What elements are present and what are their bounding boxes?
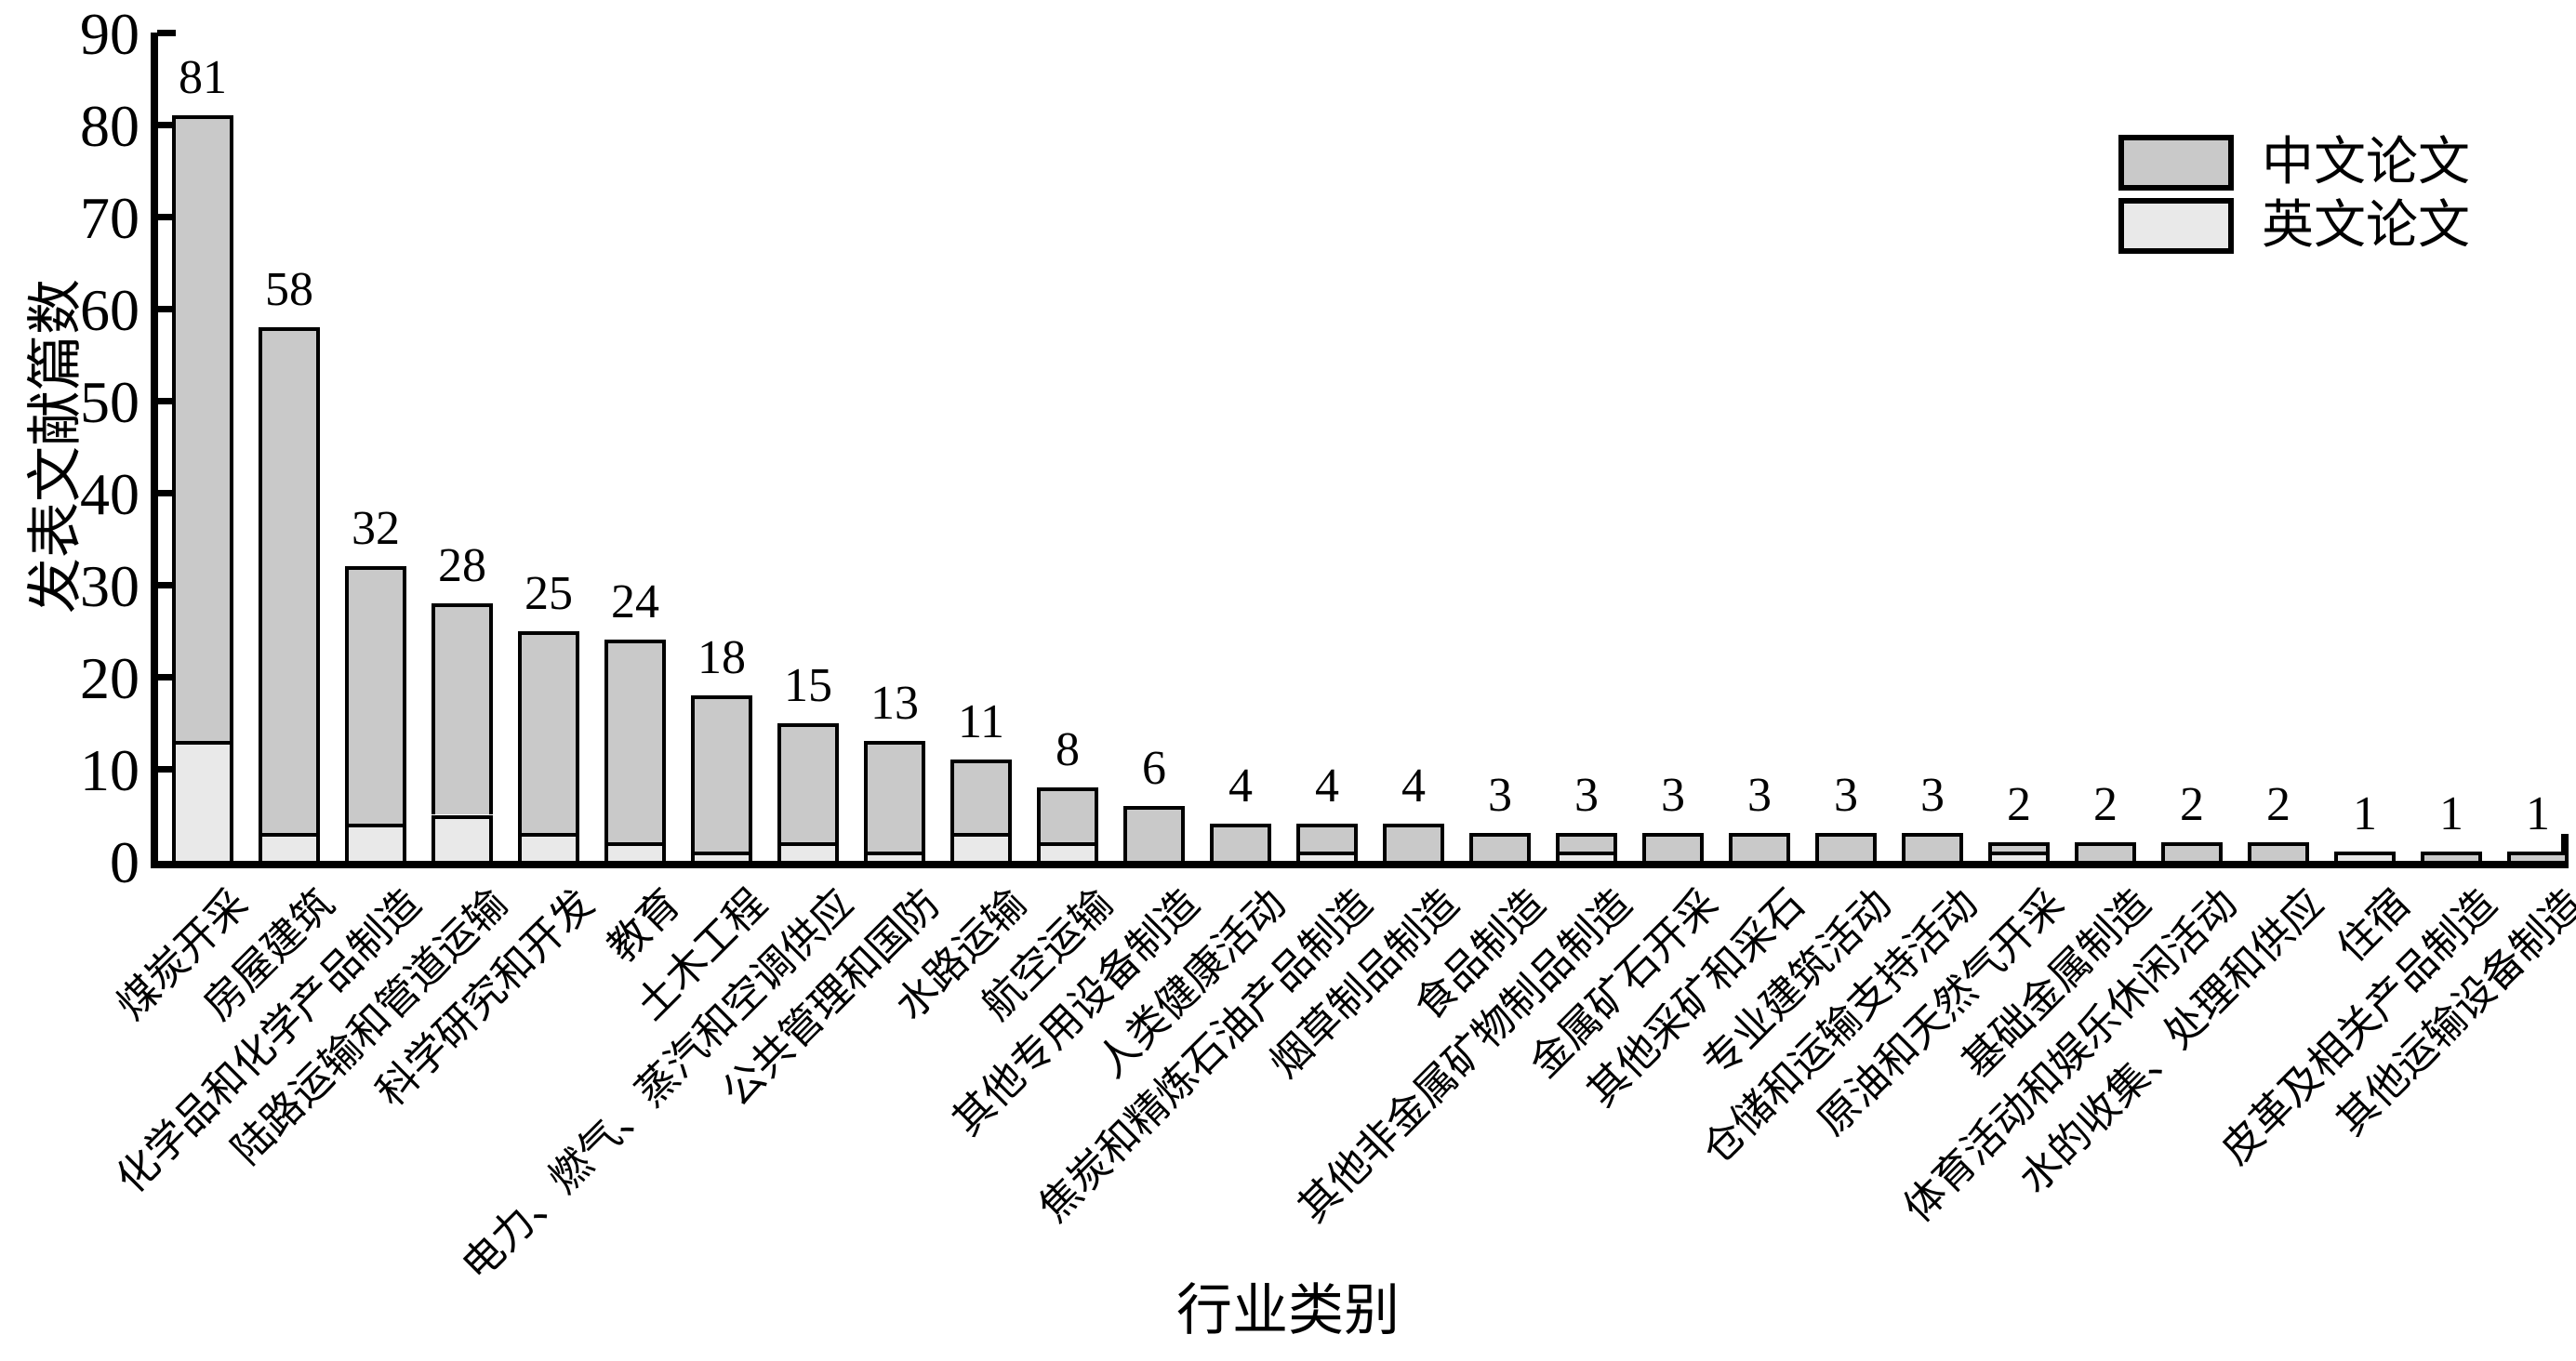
bar-segment-chinese <box>604 640 666 843</box>
bar-segment-chinese <box>1296 824 1358 852</box>
bar-segment-english <box>1988 852 2050 865</box>
bar-segment-chinese <box>864 741 925 852</box>
bar-segment-chinese <box>259 326 320 834</box>
bar-value-label: 3 <box>1747 769 1772 823</box>
y-axis-tick-label: 0 <box>110 829 139 895</box>
bar-value-label: 24 <box>611 575 659 629</box>
bar-segment-chinese <box>1556 833 1617 852</box>
bar-segment-chinese <box>2248 842 2309 865</box>
y-axis-tick <box>157 674 176 680</box>
bar-segment-english <box>172 741 233 865</box>
y-axis-tick <box>157 122 176 128</box>
bar-segment-chinese <box>432 602 493 815</box>
bar-value-label: 13 <box>870 677 919 731</box>
bar-value-label: 2 <box>2180 778 2204 832</box>
bar-value-label: 81 <box>179 51 227 105</box>
y-axis-tick <box>157 398 176 404</box>
bar-value-label: 2 <box>2266 778 2291 832</box>
bar-value-label: 3 <box>1920 769 1945 823</box>
bar-segment-english <box>864 852 925 865</box>
bar-segment-chinese <box>1469 833 1531 865</box>
x-axis-end-tick <box>2561 834 2569 862</box>
bar-segment-english <box>259 833 320 865</box>
bar-segment-english <box>2334 852 2396 865</box>
bar-value-label: 8 <box>1056 722 1080 776</box>
y-axis-tick-label: 10 <box>80 737 139 803</box>
legend-swatch-chinese <box>2118 135 2234 191</box>
bar-value-label: 15 <box>784 658 832 712</box>
y-axis-tick-label: 50 <box>80 369 139 435</box>
y-axis-tick <box>157 582 176 588</box>
y-axis-tick <box>157 30 176 36</box>
bar-value-label: 2 <box>2093 778 2118 832</box>
bar-segment-chinese <box>691 694 752 852</box>
legend-label-chinese: 中文论文 <box>2262 134 2470 192</box>
y-axis-tick-label: 40 <box>80 461 139 527</box>
bar-value-label: 3 <box>1661 769 1685 823</box>
y-axis-tick <box>157 306 176 312</box>
bar-segment-chinese <box>518 630 579 834</box>
bar-segment-english <box>691 852 752 865</box>
y-axis-tick <box>157 766 176 773</box>
bar-segment-chinese <box>1988 842 2050 852</box>
bar-segment-chinese <box>1642 833 1704 865</box>
bar-segment-english <box>1556 852 1617 865</box>
bar-value-label: 4 <box>1315 760 1339 813</box>
y-axis-tick-label: 70 <box>80 185 139 251</box>
bar-value-label: 2 <box>2007 778 2031 832</box>
bar-segment-english <box>345 824 406 865</box>
bar-value-label: 1 <box>2353 787 2377 841</box>
x-axis-title: 行业类别 <box>1176 1280 1400 1341</box>
bar-value-label: 58 <box>265 262 313 316</box>
bar-segment-chinese <box>1123 805 1185 865</box>
bar-segment-english <box>777 842 839 865</box>
bar-segment-chinese <box>1902 833 1963 865</box>
bar-segment-chinese <box>172 115 233 742</box>
y-axis-tick <box>157 214 176 220</box>
y-axis-tick <box>157 490 176 496</box>
bar-value-label: 3 <box>1834 769 1858 823</box>
bar-segment-chinese <box>1729 833 1790 865</box>
bar-value-label: 4 <box>1401 760 1426 813</box>
bar-value-label: 32 <box>352 502 400 556</box>
bar-segment-chinese <box>1383 824 1444 865</box>
bar-segment-chinese <box>777 722 839 843</box>
bar-segment-english <box>518 833 579 865</box>
bar-value-label: 3 <box>1574 769 1599 823</box>
bar-value-label: 6 <box>1142 741 1166 795</box>
bar-value-label: 11 <box>957 695 1005 749</box>
y-axis-tick-label: 20 <box>80 645 139 711</box>
y-axis-tick-label: 80 <box>80 93 139 159</box>
y-axis-tick-label: 90 <box>80 1 139 67</box>
legend-label-english: 英文论文 <box>2262 197 2470 255</box>
y-axis-line <box>151 33 158 868</box>
bar-value-label: 28 <box>438 538 486 592</box>
bar-segment-chinese <box>345 566 406 825</box>
bar-segment-english <box>1296 852 1358 865</box>
legend-swatch-english <box>2118 198 2234 254</box>
bar-segment-chinese <box>1037 786 1098 843</box>
bar-value-label: 4 <box>1228 760 1253 813</box>
bar-value-label: 18 <box>697 630 746 684</box>
bar-segment-chinese <box>2421 852 2482 865</box>
bar-segment-chinese <box>2507 852 2569 865</box>
bar-value-label: 3 <box>1488 769 1512 823</box>
bar-segment-chinese <box>1210 824 1271 865</box>
bar-value-label: 1 <box>2439 787 2463 841</box>
bar-segment-english <box>950 833 1012 865</box>
bar-segment-english <box>1037 842 1098 865</box>
bar-value-label: 1 <box>2526 787 2550 841</box>
bar-segment-chinese <box>2161 842 2223 865</box>
bar-segment-chinese <box>2075 842 2136 865</box>
y-axis-tick-label: 60 <box>80 277 139 343</box>
bar-value-label: 25 <box>524 566 573 620</box>
y-axis-tick-label: 30 <box>80 553 139 619</box>
y-axis-title: 发表文献篇数 <box>25 279 86 614</box>
bar-segment-english <box>604 842 666 865</box>
bar-segment-chinese <box>950 760 1012 834</box>
bar-segment-english <box>432 814 493 865</box>
bar-segment-chinese <box>1815 833 1877 865</box>
x-axis-line <box>151 861 2569 868</box>
